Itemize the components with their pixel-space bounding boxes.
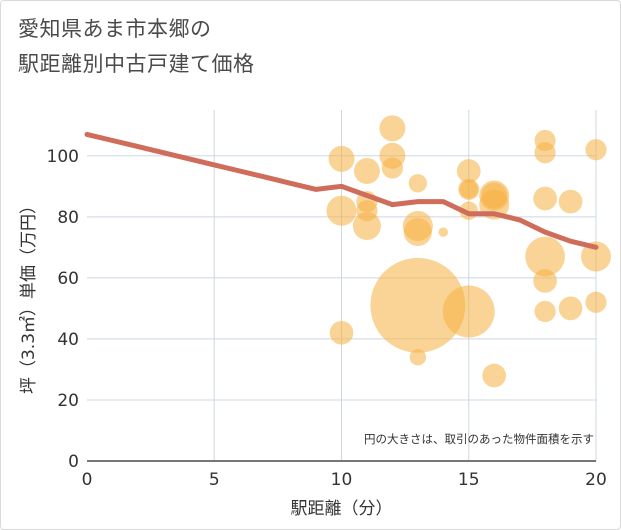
y-tick-label: 40	[57, 330, 79, 350]
bubble-point	[328, 145, 355, 172]
bubble-point	[558, 189, 583, 214]
x-tick-label: 15	[458, 470, 480, 490]
chart-title: 愛知県あま市本郷の 駅距離別中古戸建て価格	[18, 12, 255, 82]
bubble-point	[525, 236, 565, 277]
bubble-point	[438, 227, 449, 237]
bubble-point	[534, 300, 556, 323]
bubble-point	[403, 218, 432, 247]
bubble-point	[370, 257, 466, 353]
bubble-point	[585, 139, 607, 161]
bubble-point	[581, 241, 611, 272]
bubble-point	[534, 142, 556, 164]
bubble-point	[558, 296, 583, 321]
x-tick-label: 20	[585, 470, 607, 490]
y-tick-label: 0	[68, 452, 79, 472]
bubble-point	[352, 211, 381, 241]
bubble-point	[408, 174, 428, 193]
x-tick-label: 10	[331, 470, 353, 490]
x-tick-label: 5	[209, 470, 220, 490]
y-tick-labels: 0 20 40 60 80 100	[47, 147, 79, 472]
y-tick-label: 80	[57, 208, 79, 228]
bubble-point	[329, 320, 354, 345]
bubble-point	[381, 157, 404, 179]
y-tick-label: 20	[57, 391, 79, 411]
bubble-point	[353, 158, 380, 185]
y-tick-label: 100	[47, 147, 79, 167]
bubble-point	[456, 159, 481, 183]
bubble-point	[533, 269, 557, 293]
y-axis-label: 坪（3.3㎡）単価（万円）	[19, 197, 39, 394]
bubble-point	[533, 186, 557, 211]
bubble-series	[326, 115, 611, 388]
chart-title-line-2: 駅距離別中古戸建て価格	[18, 52, 255, 76]
chart-title-line-1: 愛知県あま市本郷の	[18, 17, 212, 41]
x-tick-labels: 0 5 10 15 20	[82, 470, 607, 490]
bubble-point	[442, 285, 495, 338]
bubble-point	[326, 195, 357, 226]
size-annotation: 円の大きさは、取引のあった物件面積を示す	[364, 432, 594, 446]
trend-line	[84, 131, 599, 250]
x-tick-label: 0	[82, 470, 93, 490]
y-tick-label: 60	[57, 269, 79, 289]
bubble-point	[459, 180, 478, 199]
x-axis-label: 駅距離（分）	[291, 499, 393, 519]
bubble-point	[409, 349, 427, 366]
bubble-point	[482, 363, 507, 388]
bubble-point	[585, 291, 607, 313]
bubble-point	[379, 115, 406, 142]
